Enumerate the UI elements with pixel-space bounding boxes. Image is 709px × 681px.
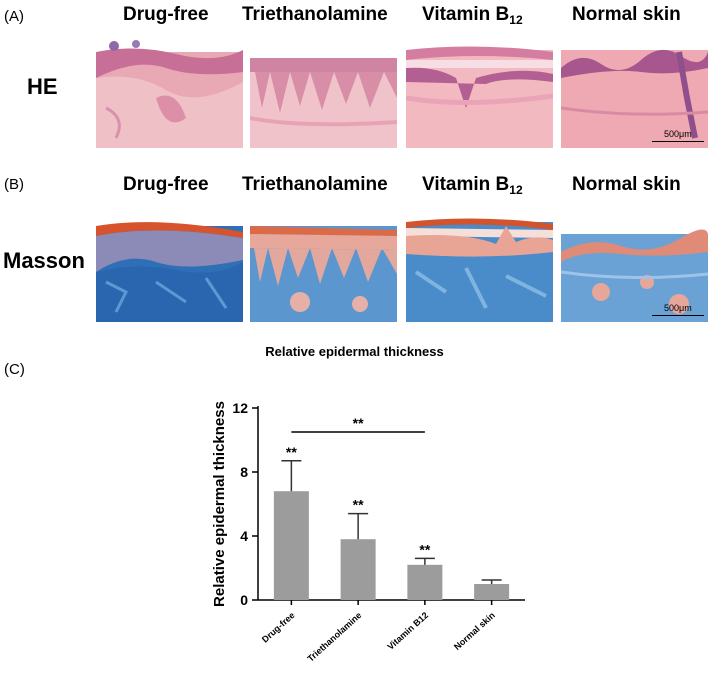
he-image-drug-free	[96, 38, 243, 148]
significance-label: **	[353, 497, 364, 513]
masson-column-title-triethanolamine: Triethanolamine	[242, 174, 388, 195]
masson-column-title-normal-skin: Normal skin	[572, 174, 681, 195]
he-image-vitamin-b12	[406, 38, 553, 148]
y-tick-label: 4	[240, 528, 248, 544]
x-tick-label: Normal skin	[452, 610, 497, 652]
x-tick-label: Vitamin B12	[385, 610, 430, 652]
he-image-triethanolamine	[250, 38, 397, 148]
y-tick-label: 12	[232, 400, 248, 416]
significance-label: **	[419, 541, 430, 557]
y-axis-label: Relative epidermal thickness	[211, 401, 228, 607]
x-tick-label: Drug-free	[260, 610, 297, 645]
bar	[407, 564, 443, 600]
he-scale-bar-label: 500μm	[664, 129, 692, 139]
bar	[340, 539, 376, 600]
masson-image-vitamin-b12	[406, 212, 553, 322]
he-image-normal-skin	[561, 38, 708, 148]
x-tick-label: Triethanolamine	[305, 610, 363, 664]
panel-a-tag: (A)	[4, 8, 24, 25]
he-column-title-triethanolamine: Triethanolamine	[242, 4, 388, 25]
masson-image-drug-free	[96, 212, 243, 322]
bar	[474, 584, 510, 600]
masson-column-title-drug-free: Drug-free	[123, 174, 209, 195]
masson-scale-bar-label: 500μm	[664, 303, 692, 313]
y-tick-label: 8	[240, 464, 248, 480]
he-column-title-vitamin-b12: Vitamin B12	[422, 4, 523, 27]
he-row-label: HE	[27, 74, 58, 99]
masson-scale-bar	[652, 315, 704, 316]
panel-c-tag: (C)	[4, 361, 25, 378]
masson-row-label: Masson	[3, 248, 85, 273]
y-tick-label: 0	[240, 592, 248, 608]
he-scale-bar	[652, 141, 704, 142]
he-column-title-normal-skin: Normal skin	[572, 4, 681, 25]
bar	[273, 491, 309, 600]
he-column-title-drug-free: Drug-free	[123, 4, 209, 25]
masson-image-triethanolamine	[250, 212, 397, 322]
significance-label: **	[286, 444, 297, 460]
panel-b-tag: (B)	[4, 176, 24, 193]
comparison-label: **	[353, 415, 364, 431]
chart-title: Relative epidermal thickness	[265, 344, 444, 359]
masson-image-normal-skin	[561, 212, 708, 322]
masson-column-title-vitamin-b12: Vitamin B12	[422, 174, 523, 197]
